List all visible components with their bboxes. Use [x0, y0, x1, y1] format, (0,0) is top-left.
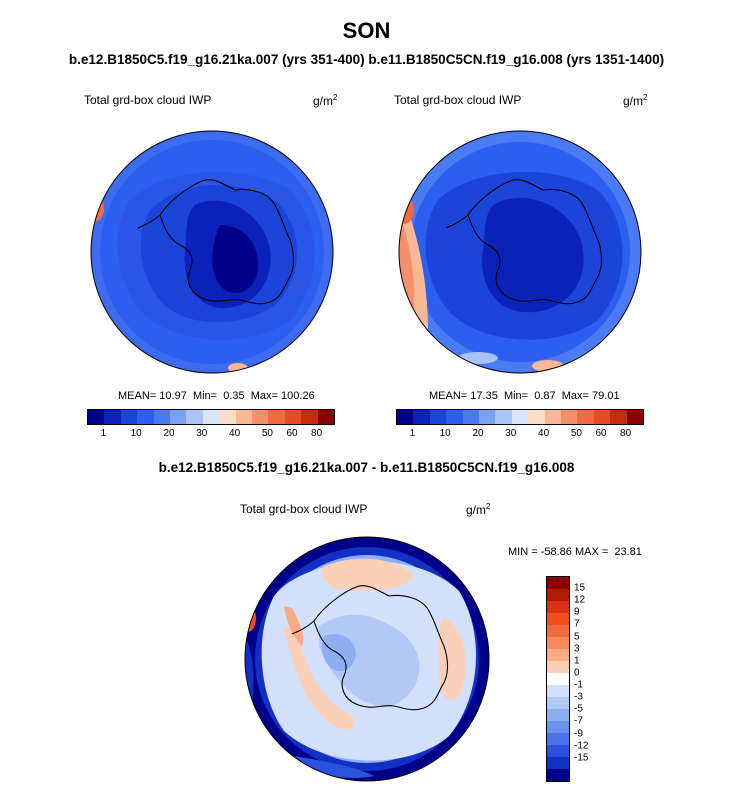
diff-colorbar-swatch	[547, 613, 569, 625]
right-colorbar-swatch	[479, 410, 496, 424]
diff-panel-units: g/m2	[466, 502, 491, 517]
right-colorbar-swatch	[413, 410, 430, 424]
left-colorbar-swatch	[170, 410, 187, 424]
diff-colorbar-swatch	[547, 637, 569, 649]
diff-colorbar-swatch	[547, 625, 569, 637]
diff-colorbar-swatch	[547, 733, 569, 745]
right-colorbar	[396, 409, 644, 425]
diff-colorbar-tick-label: -12	[574, 740, 589, 752]
diff-colorbar-tick-label: -5	[574, 703, 583, 715]
left-panel-units: g/m2	[313, 93, 338, 108]
left-colorbar-swatch	[120, 410, 138, 424]
left-colorbar-swatch	[137, 410, 154, 424]
right-colorbar-swatch	[593, 410, 611, 424]
diff-min-max: MIN = -58.86 MAX = 23.81	[508, 546, 642, 558]
difference-polar-map	[244, 536, 490, 782]
left-colorbar-tick-label: 40	[229, 428, 241, 439]
right-panel-units: g/m2	[623, 93, 648, 108]
diff-colorbar-swatch	[547, 685, 569, 697]
right-colorbar-swatch	[511, 410, 529, 424]
right-colorbar-swatch	[544, 410, 562, 424]
right-colorbar-ticks: 1 10 20 30 40 50 60 80	[396, 428, 642, 440]
right-colorbar-swatch	[577, 410, 594, 424]
left-colorbar-swatch	[235, 410, 253, 424]
diff-colorbar-swatch	[547, 709, 569, 721]
diff-colorbar-swatch	[547, 661, 569, 673]
right-polar-map	[398, 130, 642, 374]
diff-panel-label: Total grd-box cloud IWP	[240, 502, 368, 516]
right-colorbar-tick-label: 1	[409, 428, 416, 439]
left-colorbar-swatch	[219, 410, 236, 424]
right-colorbar-tick-label: 40	[538, 428, 550, 439]
diff-colorbar-swatch	[547, 577, 569, 589]
right-colorbar-tick-label: 60	[595, 428, 607, 439]
right-colorbar-tick-label: 10	[439, 428, 451, 439]
diff-colorbar-swatch	[547, 769, 569, 781]
left-colorbar-tick-label: 30	[196, 428, 208, 439]
left-colorbar-swatch	[252, 410, 269, 424]
right-colorbar-swatch	[495, 410, 512, 424]
right-colorbar-swatch	[397, 410, 414, 424]
right-colorbar-swatch	[429, 410, 447, 424]
right-colorbar-swatch	[626, 410, 644, 424]
left-colorbar-swatch	[88, 410, 105, 424]
right-colorbar-tick-label: 80	[620, 428, 632, 439]
left-colorbar-swatch	[153, 410, 171, 424]
diff-colorbar-tick-label: 12	[574, 594, 586, 606]
diff-colorbar-tick-label: -7	[574, 715, 583, 727]
diff-colorbar-swatch	[547, 589, 569, 601]
diff-colorbar-tick-label: 15	[574, 582, 586, 594]
right-panel-label: Total grd-box cloud IWP	[394, 93, 522, 107]
diff-colorbar-tick-label: -15	[574, 752, 589, 764]
left-colorbar-tick-label: 10	[130, 428, 142, 439]
diff-colorbar-swatch	[547, 721, 569, 733]
diff-colorbar-tick-label: 1	[574, 655, 580, 667]
left-colorbar-swatch	[186, 410, 203, 424]
diff-colorbar-tick-label: -9	[574, 728, 583, 740]
difference-title: b.e12.B1850C5.f19_g16.21ka.007 - b.e11.B…	[158, 460, 575, 475]
case-subtitle: b.e12.B1850C5.f19_g16.21ka.007 (yrs 351-…	[68, 52, 665, 67]
left-polar-map	[90, 130, 334, 374]
left-panel-stats: MEAN= 10.97 Min= 0.35 Max= 100.26	[118, 390, 315, 402]
left-colorbar-tick-label: 80	[311, 428, 323, 439]
right-colorbar-swatch	[561, 410, 578, 424]
left-colorbar-swatch	[202, 410, 220, 424]
diff-colorbar-tick-label: 5	[574, 631, 580, 643]
diff-colorbar-swatch	[547, 601, 569, 613]
left-colorbar-tick-label: 20	[163, 428, 175, 439]
right-colorbar-swatch	[610, 410, 627, 424]
right-panel-stats: MEAN= 17.35 Min= 0.87 Max= 79.01	[429, 390, 620, 402]
diff-colorbar-swatch	[547, 697, 569, 709]
page-title: SON	[342, 18, 391, 43]
left-colorbar-tick-label: 50	[261, 428, 273, 439]
diff-colorbar-ticks: 15 12 9 7 5 3 1 0 -1 -3 -5 -7 -9 -12 -15	[574, 576, 604, 782]
left-colorbar	[87, 409, 335, 425]
left-colorbar-ticks: 1 10 20 30 40 50 60 80	[87, 428, 333, 440]
diff-colorbar-swatch	[547, 673, 569, 685]
left-panel-label: Total grd-box cloud IWP	[84, 93, 212, 107]
right-colorbar-swatch	[462, 410, 480, 424]
diff-colorbar-tick-label: 3	[574, 643, 580, 655]
left-colorbar-swatch	[268, 410, 285, 424]
diff-colorbar-swatch	[547, 745, 569, 757]
right-colorbar-swatch	[446, 410, 463, 424]
left-colorbar-swatch	[104, 410, 121, 424]
diff-colorbar-swatch	[547, 649, 569, 661]
diff-colorbar-tick-label: 0	[574, 667, 580, 679]
diff-colorbar-tick-label: -1	[574, 679, 583, 691]
left-colorbar-swatch	[301, 410, 318, 424]
right-colorbar-swatch	[528, 410, 545, 424]
right-colorbar-tick-label: 20	[472, 428, 484, 439]
diff-colorbar	[546, 576, 570, 782]
diff-colorbar-tick-label: 7	[574, 618, 580, 630]
left-colorbar-tick-label: 1	[100, 428, 107, 439]
left-colorbar-swatch	[284, 410, 302, 424]
right-colorbar-tick-label: 30	[505, 428, 517, 439]
left-colorbar-tick-label: 60	[286, 428, 298, 439]
right-colorbar-tick-label: 50	[570, 428, 582, 439]
diff-colorbar-tick-label: -3	[574, 691, 583, 703]
diff-colorbar-swatch	[547, 757, 569, 769]
left-colorbar-swatch	[317, 410, 335, 424]
diff-colorbar-tick-label: 9	[574, 606, 580, 618]
